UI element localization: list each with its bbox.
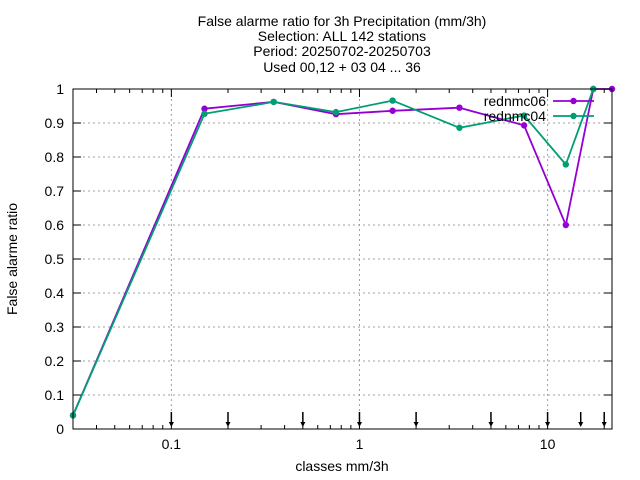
series-line-rednmc04: [72, 88, 595, 416]
class-marker-head: [488, 422, 494, 427]
data-point-rednmc04: [562, 161, 570, 168]
y-tick-label: 0.6: [45, 217, 65, 233]
legend-marker-rednmc06: [570, 97, 577, 105]
x-tick-label: 1: [356, 436, 364, 452]
chart-title: False alarme ratio for 3h Precipitation …: [198, 13, 487, 75]
class-marker-head: [578, 422, 584, 427]
y-tick-label: 0.3: [45, 319, 65, 335]
data-point-rednmc06: [562, 221, 570, 229]
class-marker-head: [225, 422, 231, 427]
y-tick-label: 0.8: [45, 149, 65, 165]
legend-label-rednmc04: rednmc04: [484, 108, 546, 124]
legend-label-rednmc06: rednmc06: [484, 93, 546, 109]
series-line-rednmc06: [72, 88, 612, 416]
data-point-rednmc04: [270, 98, 277, 106]
x-tick-label: 10: [540, 436, 556, 452]
data-point-rednmc06: [520, 122, 528, 129]
y-tick-label: 0: [56, 421, 64, 437]
title-line-1: False alarme ratio for 3h Precipitation …: [198, 13, 487, 29]
class-marker-head: [601, 422, 607, 427]
class-markers: [168, 412, 607, 427]
x-tick-label: 0.1: [162, 436, 182, 452]
data-point-rednmc06: [201, 105, 208, 112]
data-point-rednmc04: [456, 124, 463, 131]
data-point-rednmc04: [201, 110, 208, 118]
y-axis-label: False alarme ratio: [4, 203, 20, 315]
y-tick-label: 0.1: [45, 387, 65, 403]
axis-ticks: 0 0.1 0.2 0.3 0.4 0.5 0.6 0.7 0.8 0.9 1 0.1 1 10: [45, 81, 612, 452]
data-point-rednmc06: [389, 107, 396, 114]
y-tick-label: 0.9: [45, 115, 65, 131]
grid: [73, 89, 612, 429]
y-tick-label: 0.2: [45, 353, 65, 369]
data-point-rednmc06: [456, 104, 463, 111]
title-line-4: Used 00,12 + 03 04 ... 36: [263, 59, 421, 75]
title-line-3: Period: 20250702-20250703: [253, 43, 431, 59]
title-line-2: Selection: ALL 142 stations: [258, 28, 426, 44]
class-marker-head: [300, 422, 306, 427]
y-tick-label: 0.5: [45, 251, 65, 267]
data-point-rednmc04: [332, 108, 340, 116]
legend-marker-rednmc04: [570, 112, 577, 120]
y-tick-label: 1: [56, 81, 64, 97]
x-axis-label: classes mm/3h: [295, 458, 388, 474]
data-point-rednmc04: [389, 97, 396, 104]
y-tick-label: 0.4: [45, 285, 65, 301]
data-point-rednmc04: [520, 112, 528, 119]
y-tick-label: 0.7: [45, 183, 65, 199]
series-layer: [69, 85, 616, 419]
class-marker-head: [413, 422, 419, 427]
